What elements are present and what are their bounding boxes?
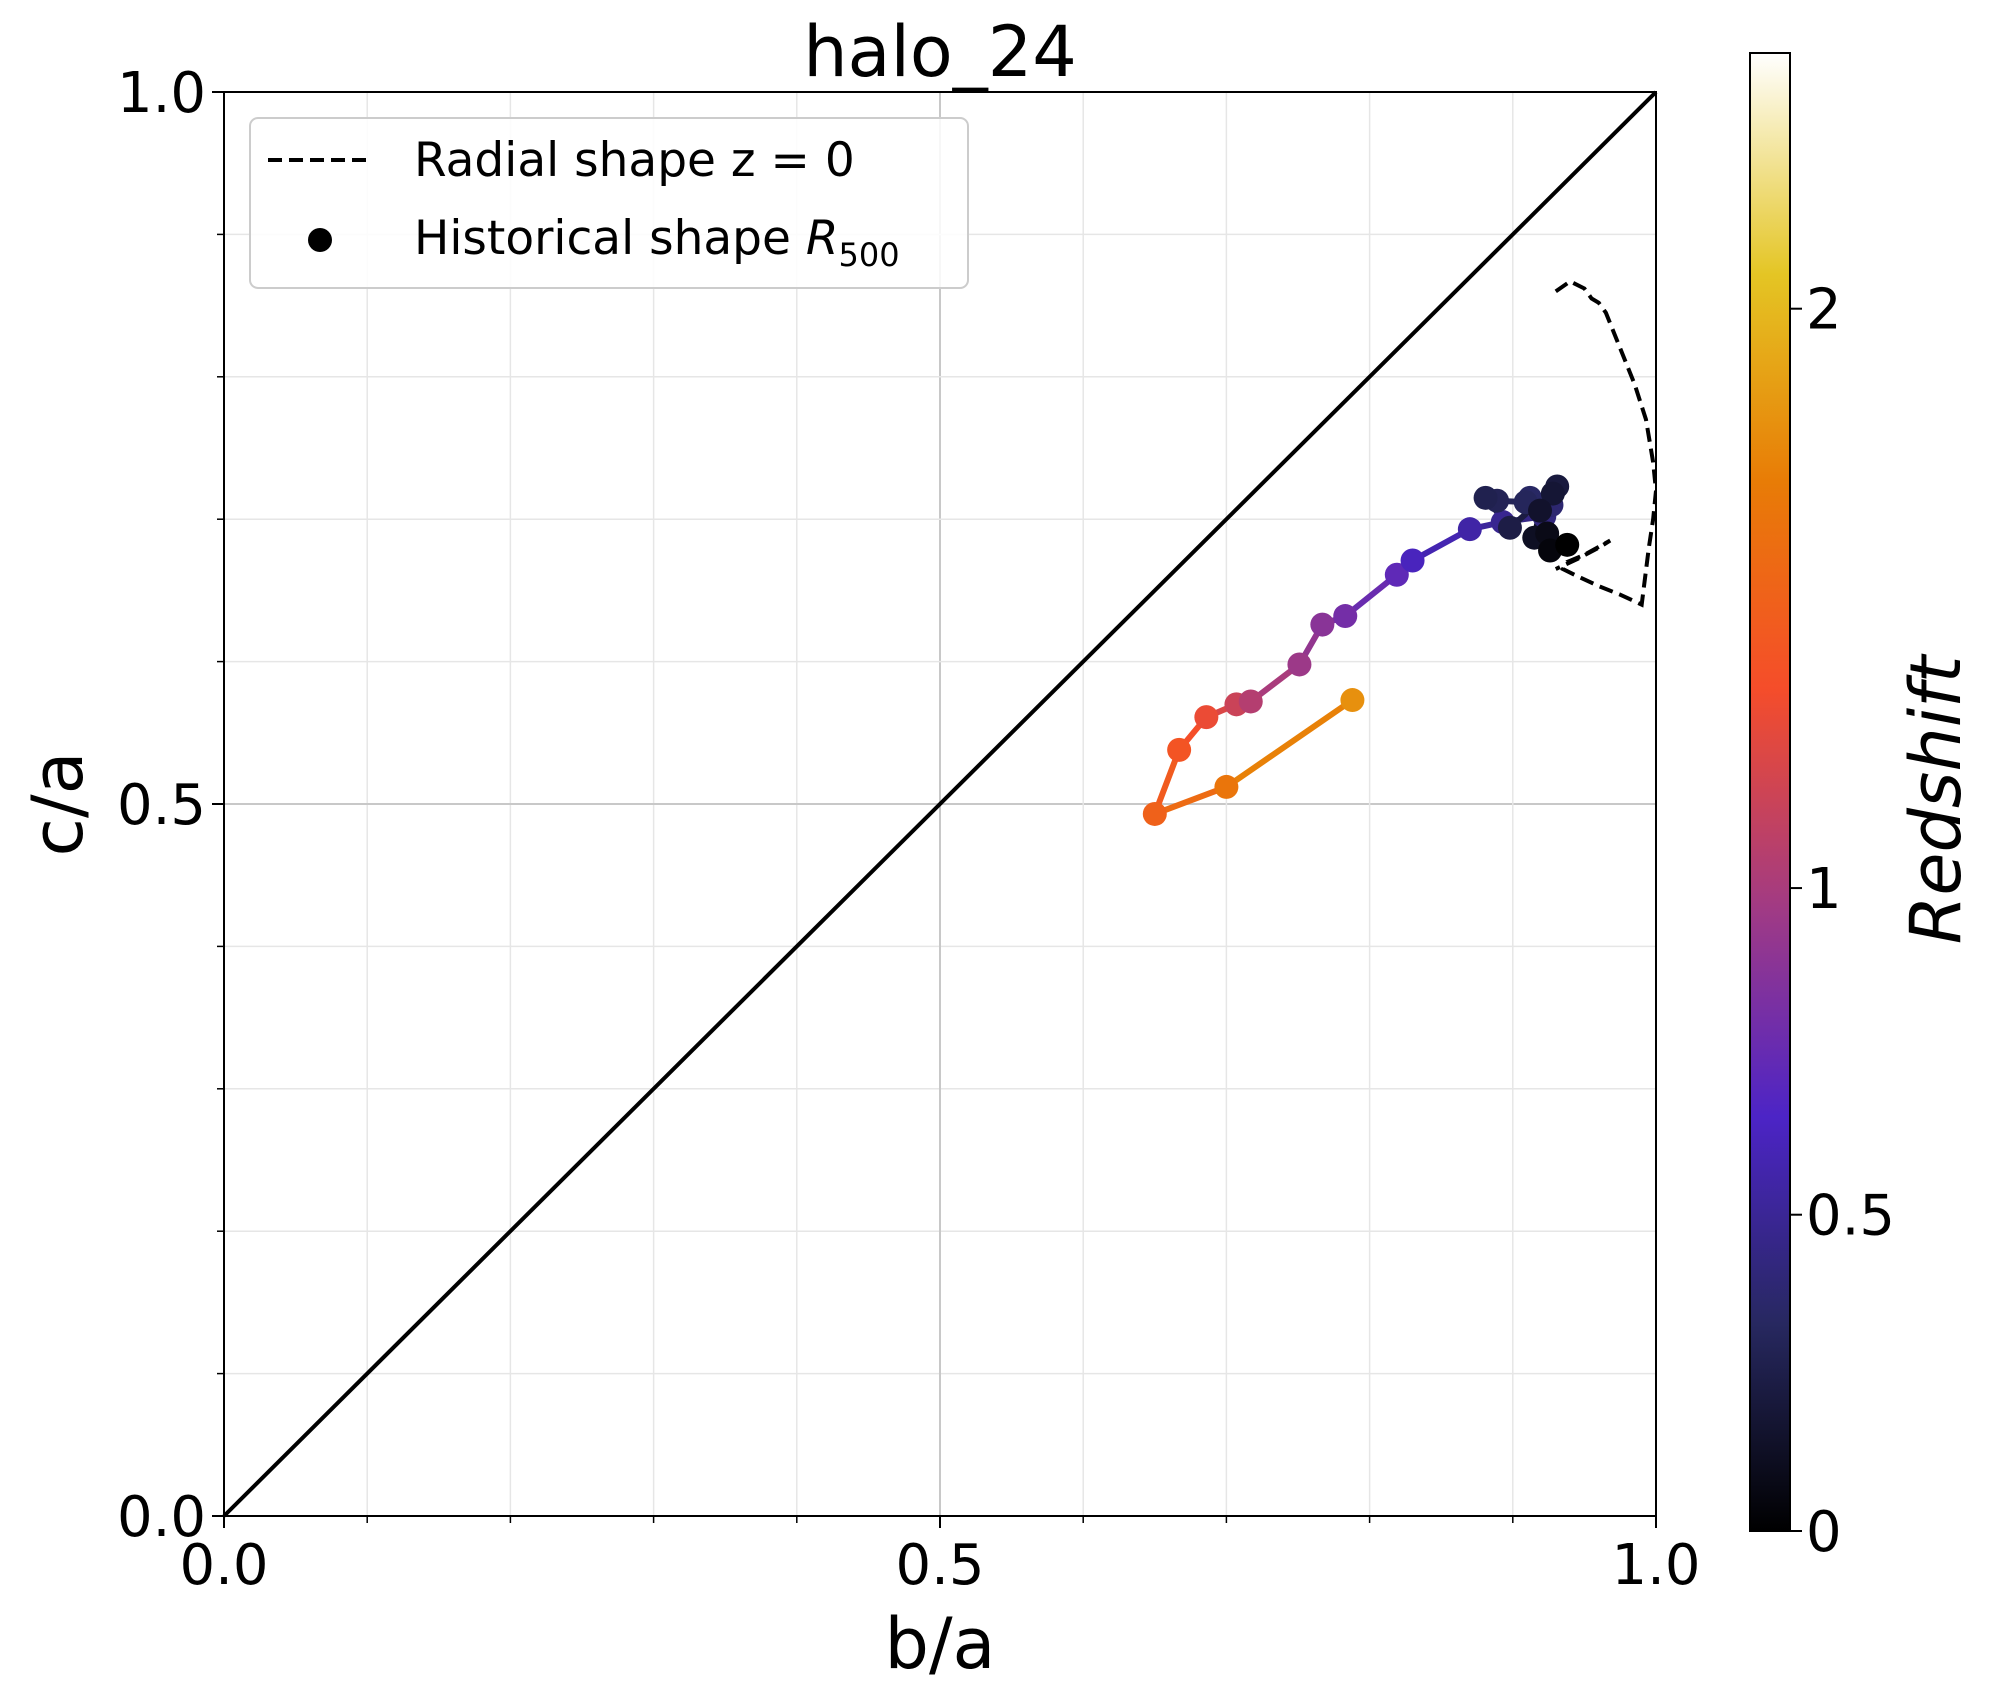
reference-line-layer xyxy=(222,90,1658,1518)
data-point xyxy=(1340,688,1365,713)
colorbar-tick-label: 0 xyxy=(1806,1500,1842,1565)
colorbar xyxy=(1749,52,1791,1532)
data-point xyxy=(1540,481,1565,506)
legend: Radial shape z = 0 Historical shape R500 xyxy=(249,117,969,289)
series-layer xyxy=(1142,474,1580,826)
colorbar-tick-label: 1 xyxy=(1806,857,1842,922)
y-tick-label: 1.0 xyxy=(117,61,206,126)
data-point xyxy=(1142,801,1167,826)
x-axis-label: b/a xyxy=(885,1603,996,1685)
one-to-one-line xyxy=(222,90,1658,1518)
legend-label-historical-math: R xyxy=(806,211,839,266)
legend-box xyxy=(249,117,969,289)
data-point xyxy=(1238,689,1263,714)
data-point xyxy=(1528,498,1553,523)
legend-label-radial: Radial shape z = 0 xyxy=(414,133,855,188)
data-point xyxy=(1555,532,1580,557)
colorbar-label: Redshift xyxy=(1895,653,1977,944)
x-tick-label: 0.5 xyxy=(895,1533,984,1598)
data-point xyxy=(1400,548,1425,573)
colorbar-tick-label: 2 xyxy=(1806,278,1842,343)
radial-shape-curve xyxy=(1554,279,1656,608)
ticks: 0.0 0.5 1.0 0.0 0.5 1.0 xyxy=(117,61,1701,1598)
data-point xyxy=(1194,705,1219,730)
y-tick-label: 0.0 xyxy=(117,1485,206,1550)
data-point xyxy=(1497,515,1522,540)
y-axis-label: c/a xyxy=(17,752,99,857)
y-tick-label: 0.5 xyxy=(117,773,206,838)
x-tick-label: 0.0 xyxy=(179,1533,268,1598)
data-point xyxy=(1333,604,1358,629)
legend-label-historical-main: Historical shape xyxy=(414,211,806,266)
colorbar-ticks: 0 0.5 1 2 xyxy=(1790,278,1895,1565)
data-point xyxy=(1457,517,1482,542)
legend-label-historical: Historical shape R500 xyxy=(414,211,900,274)
series-segment xyxy=(1151,783,1230,817)
radial-shape-layer xyxy=(1554,279,1656,608)
colorbar-tick-label: 0.5 xyxy=(1806,1184,1895,1249)
legend-circle-symbol xyxy=(308,228,332,252)
data-point xyxy=(1310,612,1335,637)
legend-label-historical-sub: 500 xyxy=(839,236,900,274)
x-tick-label: 1.0 xyxy=(1611,1533,1700,1598)
data-point xyxy=(1287,652,1312,677)
data-point xyxy=(1384,562,1409,587)
chart-title: halo_24 xyxy=(803,11,1077,93)
data-point xyxy=(1167,737,1192,762)
data-point xyxy=(1214,774,1239,799)
series-segment xyxy=(1223,697,1356,790)
data-point xyxy=(1473,485,1498,510)
